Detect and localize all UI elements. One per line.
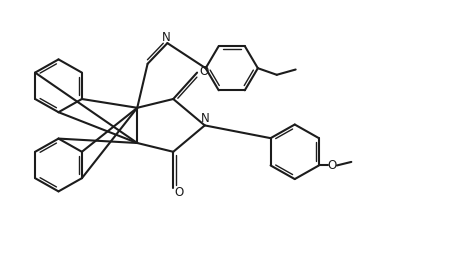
Text: O: O bbox=[199, 65, 208, 78]
Text: N: N bbox=[201, 112, 210, 125]
Text: O: O bbox=[328, 159, 337, 172]
Text: N: N bbox=[162, 31, 171, 44]
Text: O: O bbox=[174, 186, 183, 199]
